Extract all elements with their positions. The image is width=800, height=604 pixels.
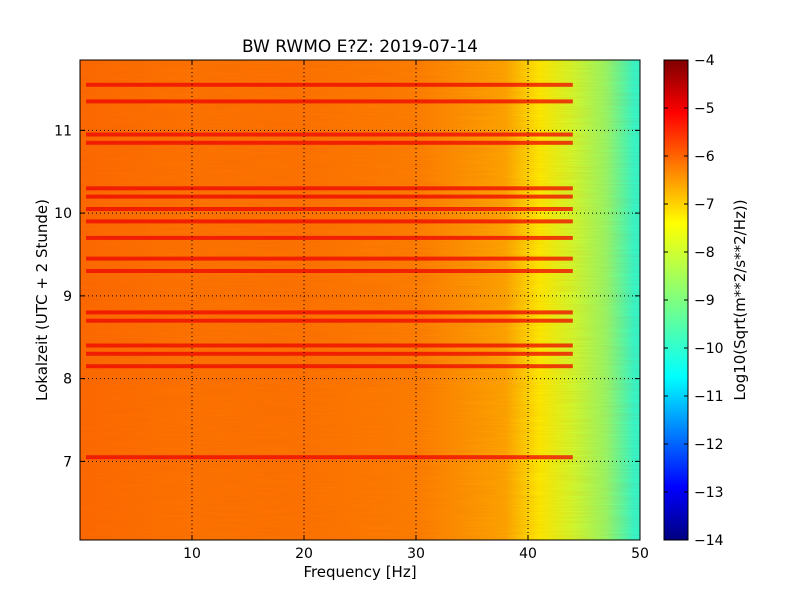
x-tick-label: 10 [183,546,201,562]
colorbar-tick-label: −12 [694,437,724,453]
colorbar-tick-label: −5 [694,101,715,117]
y-tick-label: 9 [63,289,72,305]
x-tick-label: 30 [407,546,425,562]
colorbar-tick-label: −10 [694,341,724,357]
y-axis-label: Lokalzeit (UTC + 2 Stunde) [33,199,51,401]
x-tick-label: 40 [519,546,537,562]
colorbar-tick-label: −4 [694,53,715,69]
y-tick-label: 8 [63,372,72,388]
grid-lines [80,60,640,540]
chart-title: BW RWMO E?Z: 2019-07-14 [242,37,478,57]
colorbar: −4 −5 −6 −7 −8 −9 −10 −11 −12 −13 −14 Log10(Sqrt(m… [663,53,749,549]
colorbar-tick-label: −6 [694,149,715,165]
colorbar-ticks: −4 −5 −6 −7 −8 −9 −10 −11 −12 −13 −14 [664,53,724,549]
plot-area [80,60,640,540]
y-tick-label: 10 [54,206,72,222]
spectrogram-texture [80,60,640,540]
colorbar-tick-label: −9 [694,293,715,309]
colorbar-tick-label: −8 [694,245,715,261]
y-tick-label: 11 [54,123,72,139]
colorbar-tick-label: −11 [694,389,724,405]
colorbar-label: Log10(Sqrt(m**2/s**2/Hz)) [731,199,749,400]
x-axis-label: Frequency [Hz] [303,563,416,581]
colorbar-tick-label: −13 [694,485,724,501]
colorbar-tick-label: −14 [694,533,724,549]
colorbar-tick-label: −7 [694,197,715,213]
y-tick-label: 7 [63,454,72,470]
x-tick-label: 20 [295,546,313,562]
y-axis-ticks: 7 8 9 10 11 [54,123,640,470]
x-tick-label: 50 [631,546,649,562]
plot-frame [79,59,641,541]
x-axis-ticks: 10 20 30 40 50 [183,60,649,562]
